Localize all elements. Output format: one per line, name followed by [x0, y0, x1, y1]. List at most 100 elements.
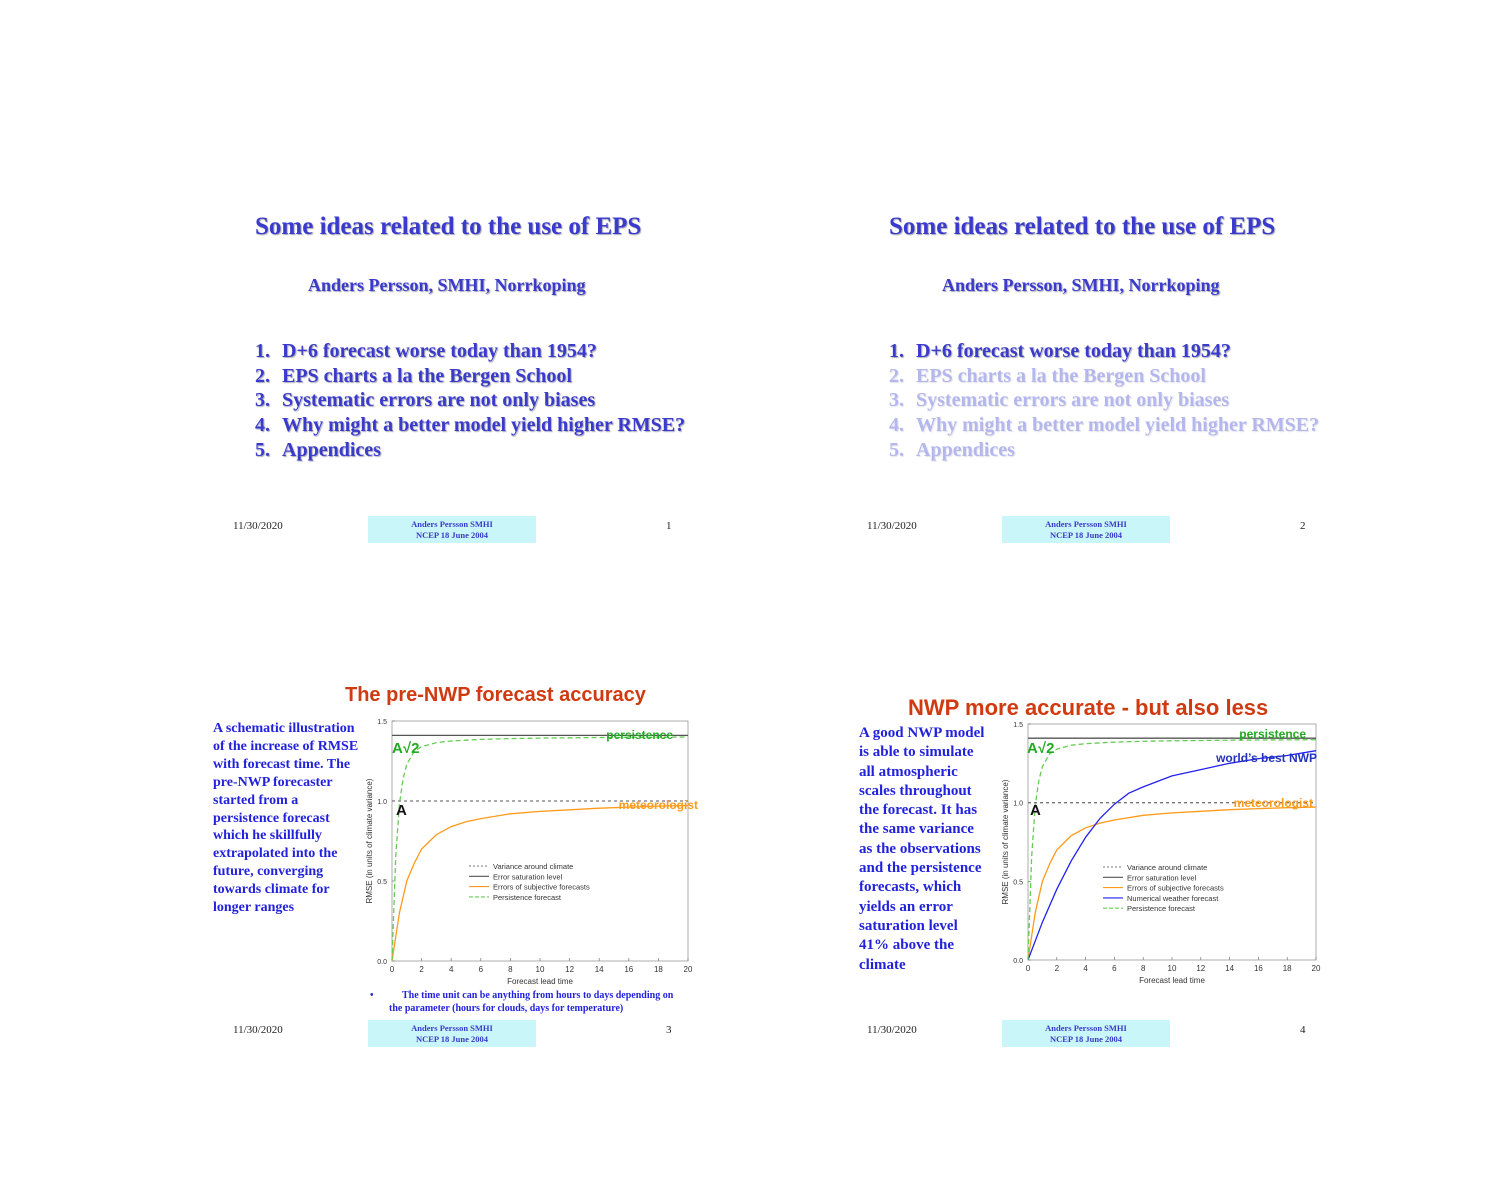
legend-label: Variance around climate: [1127, 863, 1207, 872]
y-tick-label: 1.5: [377, 719, 387, 726]
y-tick-label: 0.0: [377, 959, 387, 966]
series-line: [1027, 739, 1317, 961]
agenda-item: 3. Systematic errors are not only biases: [889, 389, 1230, 412]
footer-box: Anders Persson SMHI NCEP 18 June 2004: [368, 1020, 536, 1047]
footer-box: Anders Persson SMHI NCEP 18 June 2004: [368, 516, 536, 543]
rmse-chart-pre-nwp: 0 2 4 6 8 10 12 14 16 18 20 0.0 0.5 1.0 1.5 Forecast le…: [365, 719, 698, 986]
footer-box-line2: NCEP 18 June 2004: [1049, 529, 1123, 540]
plot-frame: [391, 720, 689, 962]
footer-page-number: 4: [1300, 1024, 1306, 1036]
series-line: [391, 736, 689, 962]
legend-label: Errors of subjective forecasts: [493, 883, 590, 892]
slide-body-text: A schematic illustration of the increase…: [213, 721, 359, 916]
slide-title: The pre-NWP forecast accuracy: [345, 684, 646, 706]
agenda-item: 2. EPS charts a la the Bergen School: [889, 364, 1206, 387]
slide-title: NWP more accurate - but also less: [908, 695, 1269, 720]
x-tick-label: 10: [536, 965, 545, 974]
x-tick-label: 20: [684, 965, 693, 974]
footer-page-number: 2: [1300, 520, 1306, 532]
chart-annotation: world’s best NWP: [1215, 751, 1317, 765]
chart-annotation: persistence: [606, 728, 673, 742]
x-tick-label: 0: [390, 965, 395, 974]
agenda-item: 1. D+6 forecast worse today than 1954?: [889, 340, 1231, 362]
footer-box: Anders Persson SMHI NCEP 18 June 2004: [1002, 516, 1170, 543]
legend-label: Persistence forecast: [1127, 904, 1196, 913]
agenda-item: 3. Systematic errors are not only biases: [255, 389, 596, 412]
chart-annotation: A: [1030, 802, 1041, 819]
footer-date: 11/30/2020: [867, 1024, 917, 1036]
chart-annotation: A: [396, 802, 407, 819]
footer-page-number: 3: [666, 1024, 672, 1036]
x-tick-label: 12: [1196, 964, 1205, 973]
x-tick-label: 14: [1225, 964, 1234, 973]
footer-box-line2: NCEP 18 June 2004: [415, 529, 489, 540]
x-tick-label: 16: [624, 965, 633, 974]
x-tick-label: 12: [565, 965, 574, 974]
chart-annotation: persistence: [1239, 727, 1306, 741]
agenda-item: 5. Appendices: [255, 438, 381, 461]
x-tick-label: 8: [1141, 964, 1146, 973]
chart-annotation: meteorologist: [619, 798, 698, 812]
agenda-item: 4. Why might a better model yield higher …: [255, 414, 686, 437]
legend-label: Persistence forecast: [493, 893, 562, 902]
x-tick-label: 2: [1055, 964, 1060, 973]
legend-label: Variance around climate: [493, 862, 573, 871]
rmse-chart-nwp: 0 2 4 6 8 10 12 14 16 18 20 0.0 0.5 1.0 1.5 Forecast le…: [1001, 722, 1321, 985]
legend-label: Error saturation level: [1127, 873, 1197, 882]
x-tick-label: 18: [1283, 964, 1292, 973]
footer-page-number: 1: [666, 520, 672, 532]
series-line: [391, 804, 689, 962]
footer-box-line1: Anders Persson SMHI: [1045, 1023, 1127, 1033]
chart-annotation: A√2: [1027, 740, 1054, 757]
footer-box-line1: Anders Persson SMHI: [411, 519, 493, 529]
x-tick-label: 14: [595, 965, 604, 974]
x-axis-label: Forecast lead time: [1139, 976, 1205, 985]
y-tick-label: 0.0: [1013, 958, 1023, 965]
x-tick-label: 4: [1083, 964, 1088, 973]
x-tick-label: 8: [508, 965, 513, 974]
footer-box-line1: Anders Persson SMHI: [411, 1023, 493, 1033]
agenda-item: 4. Why might a better model yield higher …: [889, 414, 1320, 437]
slide-body-text: A good NWP model is able to simulate all…: [859, 725, 985, 973]
y-tick-label: 0.5: [1013, 879, 1023, 886]
footer-box: Anders Persson SMHI NCEP 18 June 2004: [1002, 1020, 1170, 1047]
x-tick-label: 2: [419, 965, 424, 974]
footer-box-line1: Anders Persson SMHI: [1045, 519, 1127, 529]
bullet: •: [370, 990, 374, 1001]
agenda-item: 1. D+6 forecast worse today than 1954?: [255, 340, 597, 362]
x-tick-label: 0: [1026, 964, 1031, 973]
footer-date: 11/30/2020: [233, 1024, 283, 1036]
series-line: [1027, 750, 1317, 961]
agenda-item: 2. EPS charts a la the Bergen School: [255, 364, 572, 387]
footer-date: 11/30/2020: [867, 520, 917, 532]
footnote: The time unit can be anything from hours…: [389, 990, 674, 1014]
x-tick-label: 4: [449, 965, 454, 974]
x-tick-label: 18: [654, 965, 663, 974]
x-tick-label: 16: [1254, 964, 1263, 973]
y-tick-label: 0.5: [377, 879, 387, 886]
y-tick-label: 1.0: [377, 799, 387, 806]
legend-label: Numerical weather forecast: [1127, 894, 1219, 903]
slide-title: Some ideas related to the use of EPS: [255, 213, 642, 240]
footer-date: 11/30/2020: [233, 520, 283, 532]
legend-label: Errors of subjective forecasts: [1127, 884, 1224, 893]
x-tick-label: 10: [1168, 964, 1177, 973]
x-tick-label: 20: [1312, 964, 1321, 973]
y-tick-label: 1.5: [1013, 722, 1023, 729]
y-tick-label: 1.0: [1013, 801, 1023, 808]
agenda-list: 1. D+6 forecast worse today than 1954? 2.…: [889, 339, 1319, 463]
x-axis-label: Forecast lead time: [507, 977, 573, 986]
chart-annotation: A√2: [392, 740, 419, 757]
chart-annotation: meteorologist: [1234, 796, 1313, 810]
agenda-list: 1. D+6 forecast worse today than 1954? 2.…: [255, 339, 685, 463]
slide-title: Some ideas related to the use of EPS: [889, 213, 1276, 240]
slide-author: Anders Persson, SMHI, Norrkoping: [308, 275, 586, 295]
slide-author: Anders Persson, SMHI, Norrkoping: [942, 275, 1220, 295]
footer-box-line2: NCEP 18 June 2004: [1049, 1033, 1123, 1044]
y-axis-label: RMSE (in units of climate variance): [365, 778, 374, 903]
footer-box-line2: NCEP 18 June 2004: [415, 1033, 489, 1044]
legend-label: Error saturation level: [493, 872, 563, 881]
x-tick-label: 6: [1112, 964, 1117, 973]
y-axis-label: RMSE (in units of climate variance): [1001, 779, 1010, 904]
agenda-item: 5. Appendices: [889, 438, 1015, 461]
